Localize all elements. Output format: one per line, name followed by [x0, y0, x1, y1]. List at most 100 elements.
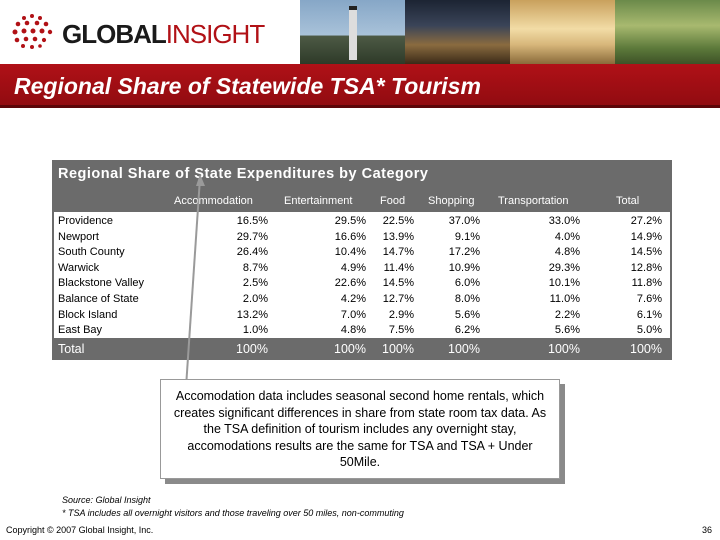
table-cell: 11.4% [383, 261, 414, 274]
table-title: Regional Share of State Expenditures by … [58, 166, 429, 182]
total-cell: 100% [382, 342, 414, 356]
column-header-accommodation: Accommodation [174, 195, 253, 207]
table-row: South County 26.4% 10.4% 14.7% 17.2% 4.8% 14.5… [54, 245, 670, 261]
table-cell: 14.9% [630, 230, 662, 243]
copyright: Copyright © 2007 Global Insight, Inc. [6, 525, 154, 535]
table-cell: 7.0% [340, 308, 366, 321]
column-header-shopping: Shopping [428, 195, 475, 207]
title-bar: Regional Share of Statewide TSA* Tourism [0, 64, 720, 108]
table-cell: 6.0% [454, 277, 480, 290]
region-name: South County [58, 246, 125, 259]
table-cell: 2.0% [242, 293, 268, 305]
table-body: Providence 16.5% 29.5% 22.5% 37.0% 33.0% 27.2%… [54, 212, 670, 338]
callout-note: Accomodation data includes seasonal seco… [160, 379, 560, 479]
table-cell: 9.1% [454, 230, 480, 243]
table-cell: 7.5% [388, 324, 414, 337]
table-row: Balance of State 2.0% 4.2% 12.7% 8.0% 11.0% 7.… [54, 292, 670, 308]
table-cell: 4.8% [554, 246, 580, 259]
table-cell: 16.6% [334, 230, 366, 243]
table-cell: 11.0% [549, 293, 580, 305]
table-cell: 2.5% [242, 277, 268, 290]
table-cell: 33.0% [548, 215, 580, 227]
table-cell: 37.0% [448, 215, 480, 227]
table-cell: 29.5% [334, 215, 366, 227]
page-title: Regional Share of Statewide TSA* Tourism [14, 73, 481, 99]
region-name: Blackstone Valley [58, 277, 145, 290]
table-cell: 10.9% [448, 261, 480, 274]
table-cell: 22.6% [334, 277, 366, 290]
table-cell: 4.2% [340, 293, 366, 305]
table-cell: 14.5% [630, 246, 662, 259]
table-cell: 16.5% [236, 215, 268, 227]
table-cell: 13.2% [236, 308, 268, 321]
expenditure-table-panel: Regional Share of State Expenditures by … [52, 160, 672, 360]
page-number: 36 [701, 525, 712, 535]
table-row: East Bay 1.0% 4.8% 7.5% 6.2% 5.6% 5.0% [54, 323, 670, 339]
table-row: Blackstone Valley 2.5% 22.6% 14.5% 6.0% 10.1%… [54, 276, 670, 292]
region-name: Newport [58, 230, 99, 243]
table-cell: 13.9% [382, 230, 414, 243]
table-cell: 4.8% [340, 324, 366, 337]
total-cell: 100% [630, 342, 662, 356]
table-row: Block Island 13.2% 7.0% 2.9% 5.6% 2.2% 6.1% [54, 308, 670, 324]
region-name: Providence [58, 215, 114, 227]
table-cell: 17.2% [448, 246, 480, 259]
region-name: Balance of State [58, 293, 139, 305]
table-cell: 2.9% [388, 308, 414, 321]
table-cell: 5.0% [636, 324, 662, 337]
table-cell: 11.8% [631, 277, 662, 290]
callout-text: Accomodation data includes seasonal seco… [173, 389, 547, 470]
total-cell: 100% [448, 342, 480, 356]
logo-text-insight: INSIGHT [165, 19, 265, 49]
table-cell: 27.2% [630, 215, 662, 227]
table-cell: 12.8% [630, 261, 662, 274]
total-cell: 100% [236, 342, 268, 356]
table-cell: 6.1% [636, 308, 662, 321]
table-cell: 2.2% [554, 308, 580, 321]
region-name: Warwick [58, 261, 100, 274]
region-name: Block Island [58, 308, 118, 321]
table-cell: 22.5% [382, 215, 414, 227]
city-night-photo [405, 0, 510, 64]
source-line: Source: Global Insight [62, 495, 151, 505]
table-cell: 5.6% [554, 324, 580, 337]
table-cell: 6.2% [454, 324, 480, 337]
logo-wordmark: GLOBALINSIGHT [62, 19, 265, 50]
ballroom-photo [510, 0, 615, 64]
table-cell: 14.5% [382, 277, 414, 290]
table-cell: 26.4% [236, 246, 268, 259]
table-cell: 4.9% [340, 261, 366, 274]
total-label: Total [58, 342, 85, 356]
table-cell: 7.6% [636, 293, 662, 305]
title-underline [0, 105, 720, 108]
table-cell: 1.0% [242, 324, 268, 337]
table-cell: 12.7% [382, 293, 414, 305]
column-header-entertainment: Entertainment [284, 195, 353, 207]
table-cell: 5.6% [454, 308, 480, 321]
lighthouse-photo [300, 0, 405, 64]
table-row: Providence 16.5% 29.5% 22.5% 37.0% 33.0% 27.2% [54, 214, 670, 230]
total-cell: 100% [334, 342, 366, 356]
table-cell: 14.7% [382, 246, 414, 259]
table-cell: 29.3% [548, 261, 580, 274]
column-header-transportation: Transportation [498, 195, 569, 207]
tsa-footnote: * TSA includes all overnight visitors an… [62, 507, 404, 518]
region-name: East Bay [58, 324, 103, 337]
column-header-food: Food [380, 195, 406, 207]
source-note: Source: Global Insight * TSA includes al… [62, 494, 404, 519]
table-cell: 29.7% [236, 230, 268, 243]
table-row: Warwick 8.7% 4.9% 11.4% 10.9% 29.3% 12.8% [54, 261, 670, 277]
header-photo-strip [300, 0, 720, 64]
column-header-total: Total [616, 195, 640, 207]
table-cell: 10.4% [334, 246, 366, 259]
garden-photo [615, 0, 720, 64]
globe-dots-icon [12, 14, 53, 49]
table-cell: 4.0% [554, 230, 580, 243]
logo: GLOBALINSIGHT [0, 0, 300, 64]
logo-text-global: GLOBAL [62, 19, 167, 49]
table-cell: 8.0% [454, 293, 480, 305]
table-row: Newport 29.7% 16.6% 13.9% 9.1% 4.0% 14.9% [54, 230, 670, 246]
table-cell: 8.7% [242, 261, 268, 274]
table-total-row: Total 100% 100% 100% 100% 100% 100% [54, 340, 670, 358]
total-cell: 100% [548, 342, 580, 356]
